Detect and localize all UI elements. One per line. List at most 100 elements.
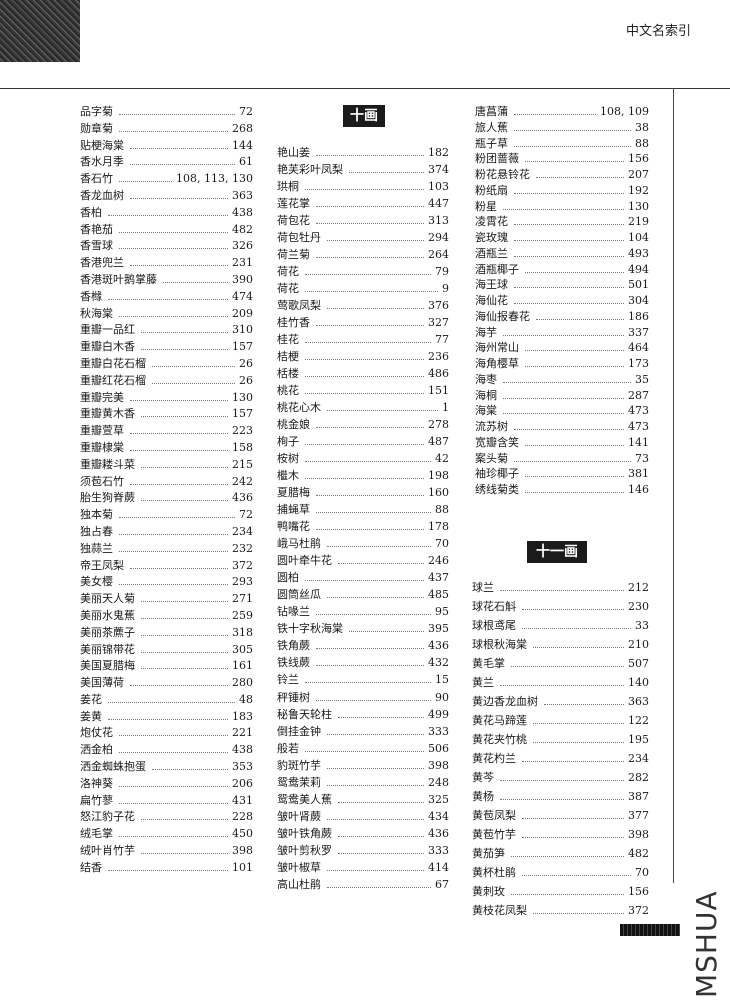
leader-dots — [338, 562, 424, 565]
entry-page: 38 — [635, 120, 649, 134]
entry-page: 221 — [232, 726, 253, 740]
entry-page: 161 — [232, 659, 253, 673]
entry-page: 146 — [628, 483, 649, 496]
leader-dots — [338, 835, 424, 837]
leader-dots — [141, 415, 228, 418]
entry-page: 210 — [628, 638, 649, 651]
entry-name: 绣线菊类 — [475, 483, 519, 496]
entry-name: 绒毛掌 — [80, 827, 113, 841]
entry-page: 494 — [628, 262, 649, 276]
index-entry: 黄苞竹芋 398 — [472, 826, 649, 845]
index-entry: 莺歌凤梨 376 — [277, 297, 449, 314]
entry-name: 桃金娘 — [277, 418, 310, 432]
entry-page: 353 — [232, 760, 253, 774]
entry-name: 粉星 — [475, 199, 497, 213]
entry-page: 77 — [435, 333, 449, 347]
entry-page: 228 — [232, 810, 253, 824]
index-entry: 绣线菊类 146 — [475, 481, 649, 497]
index-entry: 香橼 474 — [80, 288, 253, 305]
leader-dots — [119, 583, 228, 586]
leader-dots — [514, 239, 624, 241]
entry-page: 72 — [239, 508, 253, 522]
index-entry: 重瓣白花石榴 26 — [80, 355, 253, 372]
leader-dots — [514, 223, 624, 226]
leader-dots — [305, 579, 424, 582]
leader-dots — [327, 733, 424, 735]
entry-name: 粉团蔷薇 — [475, 152, 519, 166]
leader-dots — [305, 460, 431, 463]
index-entry: 宽瓣含笑 141 — [475, 434, 649, 450]
entry-name: 桔梗 — [277, 350, 299, 364]
entry-name: 秤锤树 — [277, 690, 310, 704]
entry-page: 474 — [232, 289, 253, 303]
leader-dots — [500, 798, 624, 800]
entry-name: 荷花 — [277, 265, 299, 279]
leader-dots — [119, 835, 228, 838]
entry-name: 钻喙兰 — [277, 605, 310, 619]
index-entry: 案头菊 73 — [475, 450, 649, 466]
leader-dots — [522, 817, 624, 819]
entry-name: 鸭嘴花 — [277, 520, 310, 534]
leader-dots — [305, 392, 424, 395]
leader-dots — [522, 836, 624, 838]
leader-dots — [119, 231, 228, 233]
index-entry: 海桐 287 — [475, 387, 649, 403]
entry-name: 宽瓣含笑 — [475, 435, 519, 449]
entry-page: 223 — [232, 424, 253, 438]
leader-dots — [141, 667, 228, 670]
index-entry: 鸳鸯美人蕉 325 — [277, 791, 449, 808]
index-entry: 重瓣棣棠 158 — [80, 439, 253, 456]
entry-page: 437 — [428, 571, 449, 585]
entry-name: 桂花 — [277, 333, 299, 347]
leader-dots — [533, 722, 624, 724]
index-entry: 海角樱草 173 — [475, 355, 649, 371]
entry-page: 207 — [628, 168, 649, 181]
leader-dots — [533, 646, 624, 648]
entry-name: 怒江豹子花 — [80, 810, 135, 824]
entry-page: 447 — [428, 197, 449, 211]
entry-name: 倒挂金钟 — [277, 724, 321, 738]
entry-page: 156 — [628, 152, 649, 166]
entry-name: 美丽水鬼蕉 — [80, 608, 135, 622]
leader-dots — [349, 171, 424, 174]
index-entry: 艳芙彩叶凤梨 374 — [277, 161, 449, 178]
leader-dots — [327, 869, 424, 871]
index-entry: 重瓣萱草 223 — [80, 422, 253, 439]
entry-name: 黄茄笋 — [472, 847, 505, 860]
entry-page: 122 — [628, 714, 649, 727]
index-entry: 粉星 130 — [475, 198, 649, 214]
entry-name: 帝王凤梨 — [80, 558, 124, 572]
entry-page: 79 — [435, 265, 449, 279]
index-entry: 洛神葵 206 — [80, 775, 253, 792]
leader-dots — [338, 801, 424, 803]
leader-dots — [536, 176, 624, 178]
leader-dots — [503, 208, 624, 210]
index-entry: 洒金柏 438 — [80, 741, 253, 758]
leader-dots — [500, 684, 624, 686]
index-entry: 钻喙兰 95 — [277, 603, 449, 620]
entry-page: 271 — [232, 592, 253, 606]
entry-name: 美国夏腊梅 — [80, 659, 135, 673]
entry-page: 35 — [635, 372, 649, 386]
entry-name: 袖珍椰子 — [475, 467, 519, 481]
entry-page: 141 — [628, 435, 649, 449]
index-entry: 秤锤树 90 — [277, 689, 449, 706]
leader-dots — [503, 381, 631, 383]
entry-name: 秘鲁天轮柱 — [277, 707, 332, 721]
entry-page: 333 — [428, 843, 449, 857]
entry-page: 506 — [428, 741, 449, 755]
index-entry: 栝楼 486 — [277, 365, 449, 382]
leader-dots — [525, 349, 624, 352]
index-entry: 重瓣黄木香 157 — [80, 405, 253, 422]
entry-name: 海芋 — [475, 325, 497, 339]
entry-page: 234 — [628, 752, 649, 765]
entry-name: 扁竹蓼 — [80, 793, 113, 807]
entry-name: 海桐 — [475, 388, 497, 402]
leader-dots — [522, 874, 631, 876]
leader-dots — [119, 785, 228, 787]
leader-dots — [305, 358, 424, 361]
entry-page: 26 — [239, 356, 253, 370]
entry-page: 130 — [628, 199, 649, 213]
index-entry: 桃金娘 278 — [277, 416, 449, 433]
entry-name: 皱叶肾蕨 — [277, 809, 321, 823]
